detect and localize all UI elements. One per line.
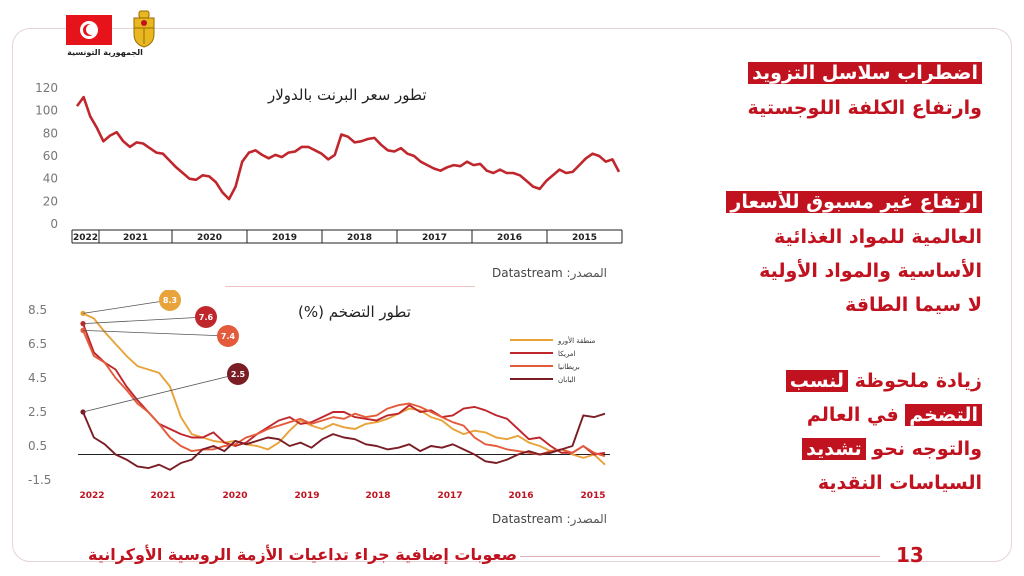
legend-label: بريطانيا: [558, 363, 580, 371]
inflation-y-tick: 4.5: [28, 371, 47, 385]
brent-chart: 0 20 40 60 80 100 120 2022 2021 2020 2019 2018 2017 2…: [35, 81, 623, 244]
inflation-x-tick: 2015: [580, 491, 605, 501]
inflation-chart-title: تطور التضخم (%): [298, 303, 411, 321]
inflation-series-line: [82, 330, 606, 458]
inflation-x-tick: 2016: [508, 491, 533, 501]
page-frame: [12, 28, 1012, 562]
inflation-x-tick: 2020: [222, 491, 247, 501]
brent-y-tick: 100: [35, 104, 58, 118]
footer-line: [520, 556, 880, 557]
inflation-chart: 8.5 6.5 4.5 2.5 0.5 -1.5 8.3 7.6 7.4 2.5 2022 2021 2…: [28, 290, 610, 501]
inflation-start-point: [80, 321, 86, 327]
point-3-highlight-b: التضخم: [905, 404, 982, 426]
point-3-text-c: والتوجه نحو: [865, 438, 982, 460]
inflation-series-line: [82, 312, 606, 466]
callout-bubble: [217, 325, 239, 347]
point-2-line-4: لا سيما الطاقة: [845, 294, 982, 316]
callout-leader-line: [82, 316, 207, 324]
legend-label: امريكا: [558, 350, 576, 358]
callout-value: 7.6: [199, 313, 214, 322]
inflation-source-name: Datastream: [492, 512, 563, 526]
point-3-line-4: السياسات النقدية: [817, 472, 982, 494]
point-2-line-1: ارتفاع غير مسبوق للأسعار: [726, 191, 982, 213]
brent-chart-title: تطور سعر البرنت بالدولار: [268, 86, 427, 104]
brent-source-name: Datastream: [492, 266, 563, 280]
point-2-highlight: ارتفاع غير مسبوق للأسعار: [726, 191, 982, 213]
inflation-series-line: [82, 323, 606, 456]
tunisia-flag-icon: [66, 15, 112, 45]
legend-label: اليابان: [558, 376, 576, 384]
point-1-highlight: اضطراب سلاسل التزويد: [748, 62, 982, 84]
brent-x-tick: 2018: [347, 233, 372, 243]
page-number: 13: [896, 543, 924, 567]
inflation-x-tick: 2018: [365, 491, 390, 501]
inflation-y-tick: -1.5: [28, 473, 51, 487]
point-3-line-1: زيادة ملحوظة لنسب: [785, 370, 982, 392]
callout-bubble: [195, 306, 217, 328]
brent-x-tick: 2022: [73, 233, 98, 243]
brent-source: المصدر: Datastream: [492, 266, 607, 280]
inflation-y-tick: 2.5: [28, 405, 47, 419]
point-1-line-1: اضطراب سلاسل التزويد: [748, 62, 982, 84]
brent-y-tick: 120: [35, 81, 58, 95]
brent-y-tick: 0: [50, 217, 58, 231]
point-3-line-2: التضخم في العالم: [807, 404, 982, 426]
brent-y-tick: 20: [43, 194, 58, 208]
callout-value: 8.3: [163, 296, 177, 305]
footer-title: صعوبات إضافية جراء تداعيات الأزمة الروسي…: [88, 545, 518, 564]
coat-of-arms-icon: [133, 10, 155, 48]
brent-x-tick: 2020: [197, 233, 222, 243]
point-3-text-b: في العالم: [806, 404, 906, 426]
country-name: الجمهورية التونسية: [67, 48, 143, 57]
brent-series-line: [75, 95, 621, 201]
brent-y-tick: 40: [43, 172, 58, 186]
callout-leader-line: [82, 330, 229, 337]
inflation-y-tick: 6.5: [28, 337, 47, 351]
brent-x-tick: 2017: [422, 233, 447, 243]
inflation-y-tick: 0.5: [28, 439, 47, 453]
brent-y-tick: 60: [43, 149, 58, 163]
callout-leader-line: [82, 373, 239, 413]
inflation-x-tick: 2019: [294, 491, 319, 501]
point-2-line-3: الأساسية والمواد الأولية: [759, 260, 982, 282]
brent-y-tick: 80: [43, 126, 58, 140]
separator: [225, 286, 475, 287]
point-3-line-3: والتوجه نحو تشديد: [802, 438, 982, 460]
inflation-source-label: المصدر:: [566, 512, 608, 526]
callout-value: 7.4: [221, 332, 236, 341]
inflation-x-tick: 2017: [437, 491, 462, 501]
brent-x-tick: 2019: [272, 233, 297, 243]
brent-source-label: المصدر:: [566, 266, 608, 280]
legend-label: منطقة الأورو: [557, 336, 595, 345]
point-2-line-2: العالمية للمواد الغذائية: [774, 226, 982, 248]
inflation-source: المصدر: Datastream: [492, 512, 607, 526]
callout-leader-line: [82, 299, 171, 314]
brent-x-tick: 2015: [572, 233, 597, 243]
brent-x-tick: 2016: [497, 233, 522, 243]
point-3-highlight-a: لنسب: [785, 370, 849, 392]
callout-bubble: [159, 290, 181, 311]
inflation-x-tick: 2022: [79, 491, 104, 501]
callout-value: 2.5: [231, 370, 246, 379]
callout-bubble: [227, 363, 249, 385]
inflation-series-line: [82, 411, 606, 471]
brent-x-tick: 2021: [123, 233, 148, 243]
point-3-highlight-c: تشديد: [802, 438, 866, 460]
point-3-text-a: زيادة ملحوظة: [848, 370, 982, 392]
inflation-y-tick: 8.5: [28, 303, 47, 317]
inflation-x-tick: 2021: [150, 491, 175, 501]
inflation-start-point: [80, 327, 86, 333]
point-1-line-2: وارتفاع الكلفة اللوجستية: [747, 97, 982, 119]
